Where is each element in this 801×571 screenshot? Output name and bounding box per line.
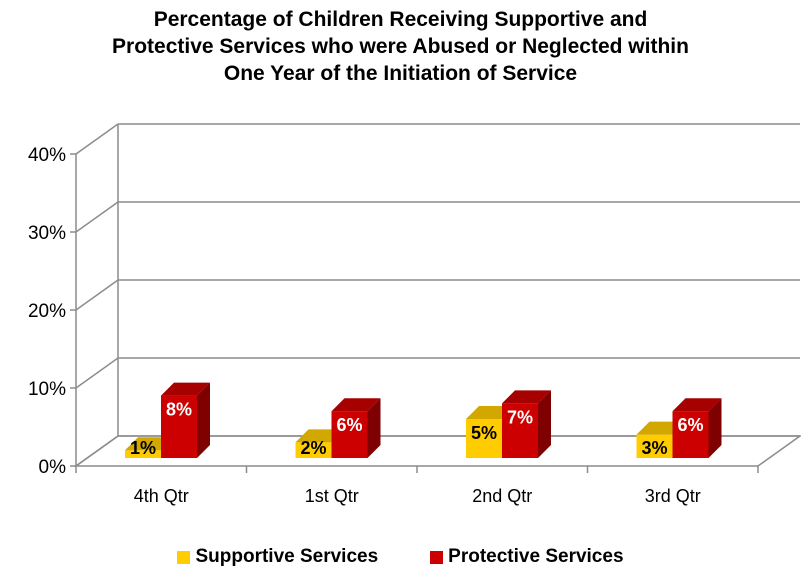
bar [502, 403, 538, 458]
bar-data-label: 5% [471, 423, 497, 443]
bar [125, 450, 161, 458]
x-category-label: 4th Qtr [134, 486, 189, 506]
bar-top [161, 382, 210, 396]
bar-top [672, 398, 722, 412]
y-tick-label: 20% [28, 301, 66, 322]
legend-swatch-protective [430, 550, 444, 564]
y-tick-label: 40% [28, 145, 66, 166]
bar-data-label: 6% [336, 415, 362, 435]
legend-item-protective: Protective Services [430, 546, 624, 568]
legend-swatch-supportive [177, 550, 191, 564]
gridline-side [75, 123, 119, 155]
bar [161, 395, 197, 458]
bar-data-label: 2% [300, 438, 326, 458]
x-category-label: 3rd Qtr [645, 486, 701, 506]
bar-top [502, 390, 551, 404]
bar-top [331, 398, 381, 412]
legend-label-protective: Protective Services [448, 546, 624, 567]
bar [466, 419, 502, 458]
chart-title-line-3: One Year of the Initiation of Service [223, 62, 578, 85]
x-category-label: 1st Qtr [305, 486, 359, 506]
bar-data-label: 6% [677, 415, 703, 435]
bar-side [708, 398, 722, 458]
y-tick-label: 0% [39, 457, 67, 478]
gridline-side [75, 357, 119, 389]
gridline-side [75, 201, 119, 233]
bar-data-label: 3% [641, 438, 667, 458]
chart-title-line-1: Percentage of Children Receiving Support… [153, 8, 648, 31]
bar-side [367, 398, 381, 458]
legend-item-supportive: Supportive Services [177, 546, 378, 568]
y-tick-label: 30% [28, 223, 66, 244]
chart-floor [73, 435, 801, 467]
bar-data-label: 1% [130, 438, 156, 458]
bar-data-label: 8% [166, 400, 192, 420]
bar-data-label: 7% [507, 407, 533, 427]
bar [295, 442, 332, 458]
chart-title: Percentage of Children Receiving Support… [0, 6, 801, 87]
y-tick-label: 10% [28, 379, 66, 400]
bar [636, 434, 673, 458]
bar-side [538, 390, 551, 458]
bar [672, 411, 709, 458]
chart-legend: Supportive Services Protective Services [0, 546, 801, 568]
gridline-side [75, 279, 119, 311]
legend-label-supportive: Supportive Services [195, 546, 379, 567]
chart-title-line-2: Protective Services who were Abused or N… [112, 35, 689, 58]
bar-side [197, 382, 210, 458]
bar [331, 411, 368, 458]
x-category-label: 2nd Qtr [472, 486, 532, 506]
